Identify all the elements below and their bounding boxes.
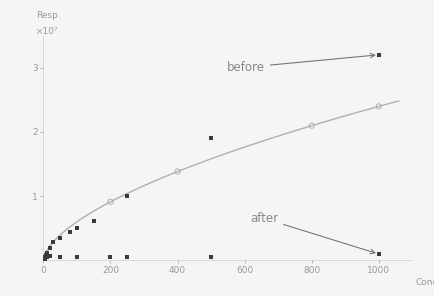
Text: before: before [227, 53, 375, 74]
Point [174, 169, 181, 174]
Point [207, 255, 214, 260]
Point [207, 136, 214, 141]
Point [124, 254, 131, 259]
Point [308, 123, 315, 128]
Point [107, 255, 114, 260]
Text: after: after [250, 212, 375, 254]
Point [73, 254, 80, 259]
Point [42, 255, 49, 260]
Point [46, 254, 53, 258]
Point [73, 226, 80, 231]
Point [46, 245, 53, 250]
Text: ×10⁷: ×10⁷ [36, 27, 59, 36]
Point [67, 229, 74, 234]
Point [57, 236, 64, 240]
Point [124, 194, 131, 199]
Text: Conc.: Conc. [416, 279, 434, 287]
Point [57, 255, 64, 260]
Point [44, 254, 51, 259]
Point [375, 104, 382, 109]
Point [43, 255, 49, 260]
Point [90, 218, 97, 223]
Point [43, 253, 49, 258]
Text: Resp.: Resp. [36, 11, 61, 20]
Point [375, 252, 382, 256]
Point [42, 256, 49, 261]
Point [44, 250, 51, 255]
Point [107, 200, 114, 204]
Point [50, 240, 57, 245]
Point [375, 52, 382, 57]
